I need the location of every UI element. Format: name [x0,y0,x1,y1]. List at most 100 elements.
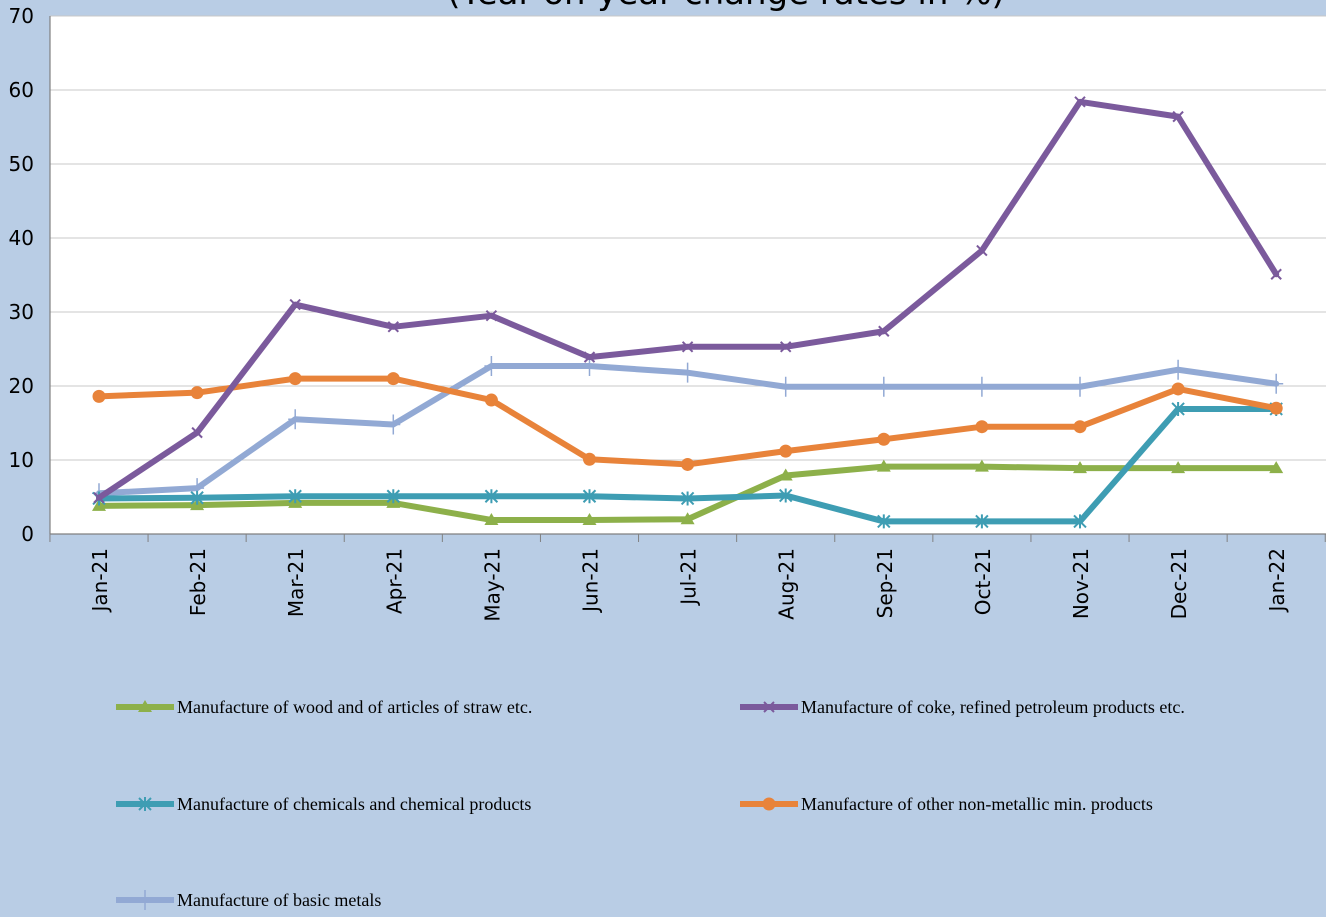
legend-label: Manufacture of basic metals [177,890,381,910]
series-1 [93,96,1282,504]
data-point [681,457,695,471]
data-point [974,376,989,397]
data-point [1073,514,1087,529]
data-point [762,797,776,811]
data-point [288,489,302,504]
data-point [484,356,499,377]
data-point [138,890,152,910]
data-point [288,409,303,430]
data-point [190,386,204,400]
data-point [190,490,204,505]
legend-item: Manufacture of other non-metallic min. p… [740,794,1153,814]
legend-label: Manufacture of coke, refined petroleum p… [801,697,1185,717]
y-tick-label: 50 [9,152,34,176]
data-point [386,414,401,435]
x-tick-label: Sep-21 [873,548,897,618]
data-point [582,512,597,525]
series-3 [92,372,1283,471]
data-point [878,325,890,337]
data-point [779,341,792,353]
data-point [974,459,989,472]
plot-area [50,16,1326,534]
y-axis-ticks: 0 10 20 30 40 50 60 70 [9,4,34,546]
y-tick-label: 70 [9,4,34,28]
x-tick-label: Feb-21 [186,548,210,616]
y-tick-label: 10 [9,448,34,472]
data-point [876,376,891,397]
x-tick-label: Jan-21 [88,548,112,614]
data-point [877,514,891,529]
data-point [778,488,793,503]
legend: Manufacture of wood and of articles of s… [116,697,1185,910]
x-tick-label: Dec-21 [1167,548,1191,619]
x-tick-label: Apr-21 [382,548,406,614]
data-point [779,444,793,458]
x-tick-label: Jun-21 [579,548,603,614]
y-tick-label: 30 [9,300,34,324]
legend-label: Manufacture of wood and of articles of s… [177,697,532,717]
data-point [1270,268,1282,280]
data-point [975,514,989,529]
data-point [387,321,400,333]
data-point [877,432,891,446]
series-lines [92,96,1284,529]
data-point [1073,376,1087,397]
chart-title: (Year-on-year change rates in %) [447,0,1005,13]
data-point [582,489,597,504]
data-point [976,244,988,257]
data-point [680,512,695,525]
x-tick-label: Nov-21 [1069,548,1093,619]
data-point [1171,401,1185,416]
y-tick-label: 40 [9,226,34,250]
data-point [680,491,695,506]
x-tick-label: Jul-21 [677,548,701,607]
x-tick-label: May-21 [480,548,504,622]
data-point [778,376,793,397]
x-tick-label: Jan-22 [1265,548,1289,614]
data-point [93,492,105,504]
data-point [1171,382,1185,396]
data-point [1269,401,1283,415]
data-point [1172,110,1184,123]
legend-label: Manufacture of chemicals and chemical pr… [177,794,531,814]
data-point [681,341,694,353]
data-point [386,372,400,386]
data-point [763,701,775,713]
data-point [138,700,152,712]
data-point [484,489,499,504]
data-point [1171,359,1186,380]
data-point [1171,461,1186,474]
data-point [778,468,793,481]
data-point [1073,420,1087,434]
x-tick-label: Oct-21 [971,548,995,615]
data-point [1269,373,1284,394]
data-point [1073,461,1087,474]
y-tick-label: 0 [21,522,34,546]
data-point [288,372,302,386]
legend-label: Manufacture of other non-metallic min. p… [801,794,1153,814]
data-point [583,452,596,466]
gridlines [49,15,1326,535]
data-point [485,309,498,322]
series-2 [92,401,1283,529]
legend-item: Manufacture of coke, refined petroleum p… [740,697,1185,717]
data-point [191,426,203,439]
data-point [484,393,498,407]
data-point [289,298,301,311]
data-point [975,420,989,434]
y-tick-label: 60 [9,78,34,102]
legend-item: Manufacture of chemicals and chemical pr… [116,794,531,814]
data-point [583,351,596,363]
y-tick-label: 20 [9,374,34,398]
x-tick-label: Mar-21 [284,548,308,617]
data-point [876,459,891,472]
legend-item: Manufacture of wood and of articles of s… [116,697,532,717]
x-axis-ticks: Jan-21 Feb-21 Mar-21 Apr-21 May-21 Jun-21 Jul-… [49,534,1326,622]
data-point [1269,461,1284,474]
x-tick-label: Aug-21 [775,548,799,620]
legend-item: Manufacture of basic metals [116,890,381,910]
data-point [92,389,106,403]
data-point [1074,96,1086,108]
data-point [680,362,695,383]
